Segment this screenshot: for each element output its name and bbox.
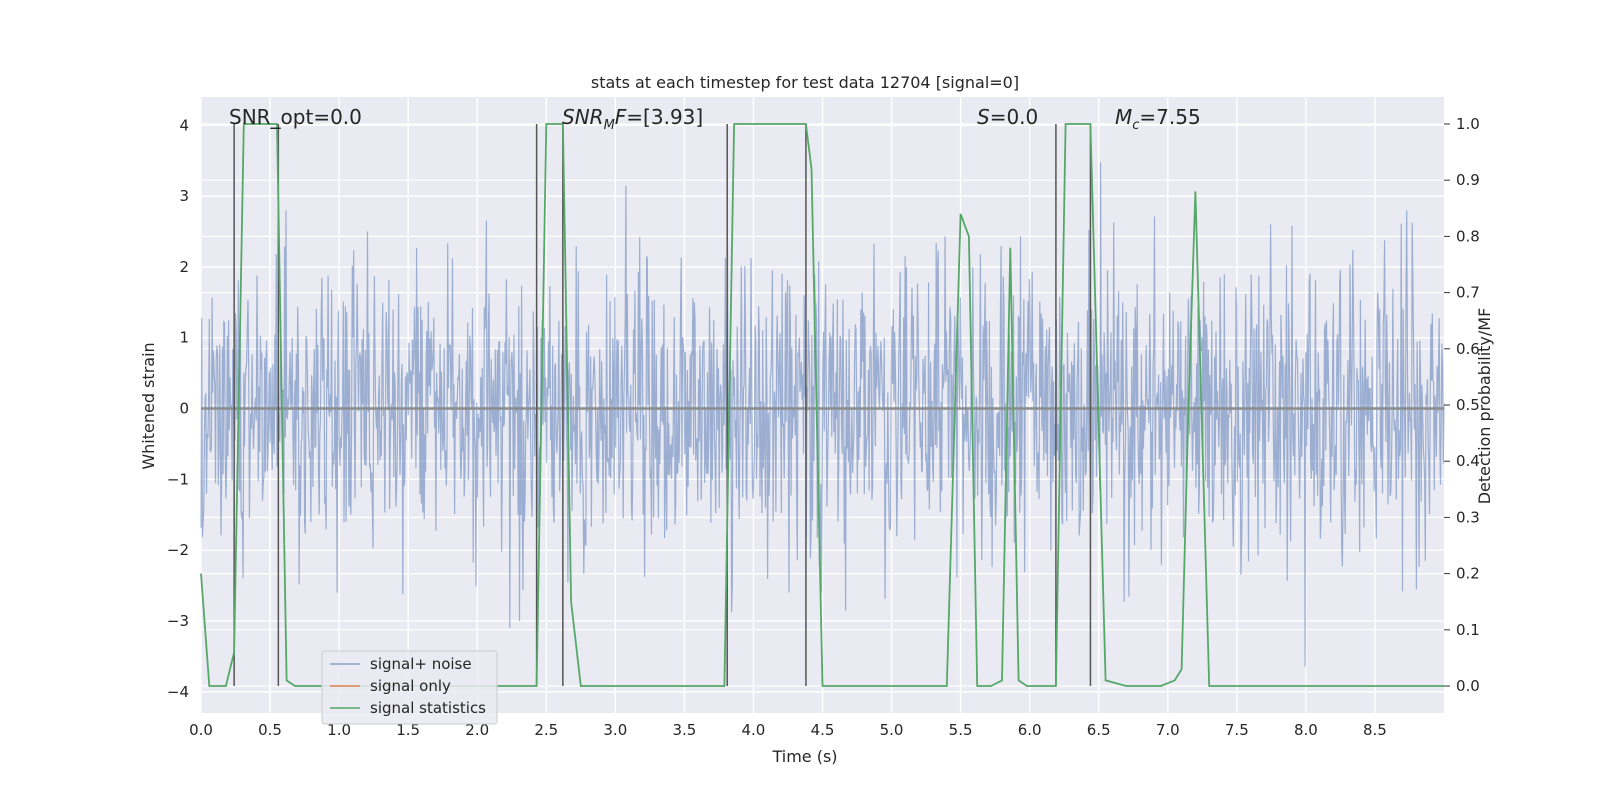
x-tick-label: 8.5	[1363, 721, 1387, 739]
y2-tick-label: 0.8	[1456, 227, 1480, 245]
y2-tick-label: 0.3	[1456, 508, 1480, 526]
x-tick-label: 4.5	[811, 721, 835, 739]
y2-tick-label: 0.1	[1456, 621, 1480, 639]
x-tick-label: 7.5	[1225, 721, 1249, 739]
x-tick-label: 2.5	[534, 721, 558, 739]
signal-statistics-series-layer	[200, 123, 1444, 687]
annotation-chirp-mass: Mc=7.55	[1115, 105, 1201, 133]
y-axis-ticks: −4 −3 −2 −1 0 1 2 3 4	[167, 116, 189, 700]
y2-tick-label: 0.0	[1456, 677, 1480, 695]
y-tick-label: 1	[179, 329, 189, 347]
legend-label-stats: signal statistics	[370, 699, 486, 717]
x-tick-label: 0.5	[258, 721, 282, 739]
x-axis-ticks: 0.0 0.5 1.0 1.5 2.0 2.5 3.0 3.5 4.0 4.5 5.0 5.5 6.0 6…	[189, 721, 1387, 739]
x-tick-label: 5.5	[949, 721, 973, 739]
y-tick-label: 2	[179, 258, 189, 276]
y-tick-label: −3	[167, 612, 189, 630]
y2-tick-label: 0.9	[1456, 171, 1480, 189]
annotation-s: S=0.0	[977, 105, 1038, 129]
y2-tick-label: 1.0	[1456, 115, 1480, 133]
y-tick-label: −1	[167, 470, 189, 488]
y-tick-label: 0	[179, 400, 189, 418]
y2-tick-label: 0.6	[1456, 340, 1480, 358]
x-tick-label: 6.0	[1018, 721, 1042, 739]
signal-statistics-line	[200, 123, 1444, 687]
x-tick-label: 1.0	[327, 721, 351, 739]
y2-tick-label: 0.5	[1456, 396, 1480, 414]
x-tick-label: 8.0	[1294, 721, 1318, 739]
legend-box	[321, 650, 498, 725]
legend: signal+ noise signal only signal statist…	[321, 650, 498, 725]
x-tick-label: 5.0	[880, 721, 904, 739]
y2-axis-label: Detection probability/MF	[1475, 308, 1494, 505]
y-tick-label: 4	[179, 116, 189, 134]
x-tick-label: 4.0	[742, 721, 766, 739]
y2-tick-label: 0.7	[1456, 284, 1480, 302]
y2-axis-ticks: 0.0 0.1 0.2 0.3 0.4 0.5 0.6 0.7 0.8 0.9 1.0	[1444, 115, 1480, 695]
annotation-snr-opt: SNR_opt=0.0	[229, 105, 362, 129]
x-tick-label: 2.0	[465, 721, 489, 739]
y-tick-label: −4	[167, 683, 189, 701]
annotation-snr-mf: SNRMF=[3.93]	[562, 105, 703, 133]
x-tick-label: 0.0	[189, 721, 213, 739]
x-tick-label: 6.5	[1087, 721, 1111, 739]
legend-label-signal: signal only	[370, 677, 451, 695]
y-axis-label: Whitened strain	[139, 342, 158, 469]
chart-title: stats at each timestep for test data 127…	[591, 73, 1019, 92]
x-tick-label: 3.5	[672, 721, 696, 739]
x-tick-label: 3.0	[603, 721, 627, 739]
annotations: SNR_opt=0.0 SNRMF=[3.93] S=0.0 Mc=7.55	[229, 105, 1201, 133]
x-axis-label: Time (s)	[771, 747, 837, 766]
y-tick-label: 3	[179, 187, 189, 205]
y2-tick-label: 0.4	[1456, 452, 1480, 470]
y-tick-label: −2	[167, 541, 189, 559]
x-tick-label: 1.5	[396, 721, 420, 739]
legend-label-noise: signal+ noise	[370, 655, 472, 673]
x-tick-label: 7.0	[1156, 721, 1180, 739]
y2-tick-label: 0.2	[1456, 565, 1480, 583]
